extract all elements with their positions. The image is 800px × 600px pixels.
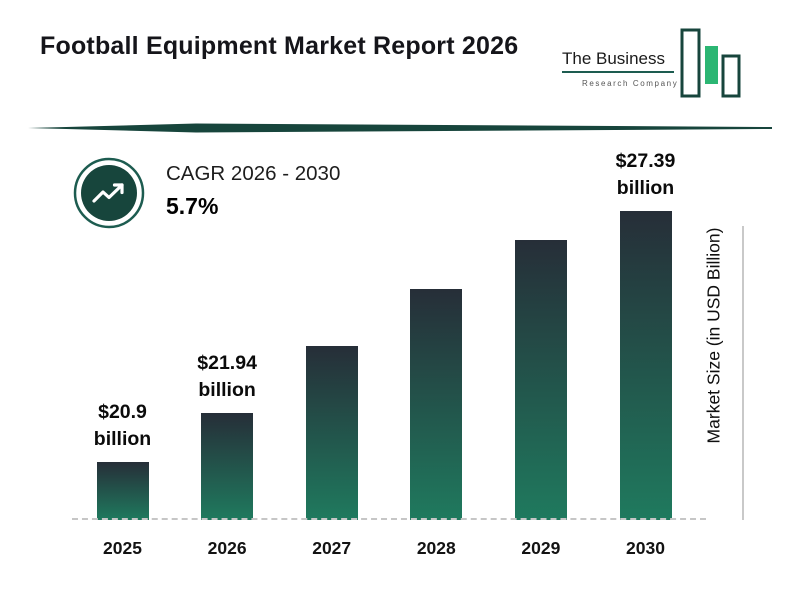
cagr-label: CAGR 2026 - 2030 (166, 162, 341, 185)
y-axis-label-wrap: Market Size (in USD Billion) (696, 150, 732, 520)
cagr-value: 5.7% (166, 193, 219, 219)
x-label-2026: 2026 (207, 538, 247, 558)
x-label-2029: 2029 (521, 538, 561, 558)
x-label-2030: 2030 (626, 538, 665, 558)
data-label-2026: $21.94 billion (197, 352, 257, 401)
logo-text-primary: The Business (562, 49, 665, 68)
data-label-2030: $27.39 billion (615, 150, 676, 199)
logo-text-secondary: Research Company (582, 79, 678, 88)
bar-2030 (619, 211, 672, 520)
x-label-2027: 2027 (312, 538, 352, 558)
growth-trend-icon (73, 157, 145, 229)
header-divider (28, 123, 772, 133)
bar-2028 (410, 289, 463, 520)
x-label-2028: 2028 (416, 538, 456, 558)
company-logo: The Business Research Company (562, 28, 741, 98)
y-axis-label: Market Size (in USD Billion) (703, 227, 724, 443)
right-axis-line (742, 226, 744, 520)
bar-2029 (514, 240, 567, 520)
logo-bar-chart-icon (680, 28, 741, 98)
bar-2026 (201, 413, 254, 520)
x-label-2025: 2025 (103, 538, 142, 558)
page-title: Football Equipment Market Report 2026 (40, 32, 519, 60)
data-label-2025: $20.9 billion (93, 401, 152, 450)
bar-2027 (305, 346, 358, 520)
bar-chart: $20.9 billion 2025 $21.94 billion 2026 2027 202… (70, 130, 706, 558)
bars-container: $20.9 billion 2025 $21.94 billion 2026 2027 202… (70, 130, 698, 558)
cagr-block: CAGR 2026 - 2030 5.7% (72, 156, 340, 230)
cagr-text: CAGR 2026 - 2030 5.7% (166, 156, 340, 220)
x-axis-baseline (72, 518, 706, 520)
bar-2025 (96, 462, 149, 520)
